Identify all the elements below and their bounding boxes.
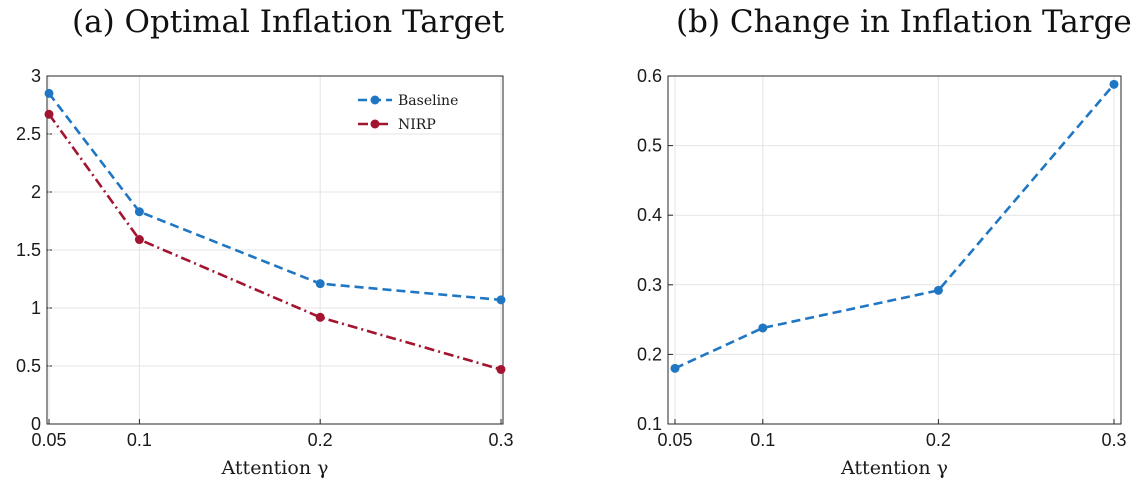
data-point-series-0 [1109,79,1119,89]
x-tick-label: 0.1 [127,430,152,450]
plot-frame [667,75,1122,425]
legend-label: Baseline [398,93,458,109]
y-tick-label: 2.5 [16,124,41,144]
y-tick-label: 1.5 [16,240,41,260]
y-tick-label: 0.3 [637,275,662,295]
y-tick-label: 0 [31,414,41,434]
series-line-baseline [47,92,502,302]
x-tick-label: 0.05 [657,430,692,450]
x-tick-label: 0.2 [926,430,951,450]
y-tick-label: 3 [31,66,41,86]
x-tick-label: 0.05 [31,430,66,450]
legend-swatch-marker [370,119,380,129]
series-line-nirp [47,113,502,371]
data-point-nirp [496,364,506,374]
data-point-nirp [134,235,144,245]
legend-swatch-marker [370,95,380,105]
plot-frame [46,75,504,425]
x-tick-label: 0.3 [488,430,513,450]
y-tick-label: 0.6 [637,66,662,86]
x-tick-label: 0.2 [308,430,333,450]
data-point-nirp [44,109,54,119]
y-tick-label: 0.2 [637,344,662,364]
panel-b-title: (b) Change in Inflation Target [676,4,1131,40]
data-point-baseline [134,207,144,217]
x-tick-label: 0.3 [1101,430,1126,450]
y-tick-label: 0.5 [16,356,41,376]
x-axis-label: Attention γ [221,457,329,479]
chart-panel-a: 0 0.5 1 1.5 2 2.5 3 0.05 0.1 0.2 0.3 Attention γ Bas… [16,66,514,479]
legend-label: NIRP [398,117,436,133]
y-tick-label: 0.1 [637,414,662,434]
y-tick-label: 2 [31,182,41,202]
y-tick-label: 1 [31,298,41,318]
data-point-baseline [496,295,506,305]
series-line-series-0 [674,83,1115,370]
data-point-baseline [44,88,54,98]
x-axis-label: Attention γ [840,457,948,479]
data-point-baseline [315,279,325,289]
y-tick-label: 0.5 [637,136,662,156]
y-tick-label: 0.4 [637,205,662,225]
legend: Baseline NIRP [358,93,458,133]
x-tick-label: 0.1 [750,430,775,450]
plot-area [667,75,1122,425]
chart-panel-b: 0.10.20.30.40.50.60.05 0.1 0.2 0.3Attention… [637,66,1127,479]
data-point-series-0 [933,285,943,295]
panel-a-title: (a) Optimal Inflation Target [72,4,505,40]
data-point-series-0 [758,323,768,333]
data-point-series-0 [670,363,680,373]
data-point-nirp [315,312,325,322]
